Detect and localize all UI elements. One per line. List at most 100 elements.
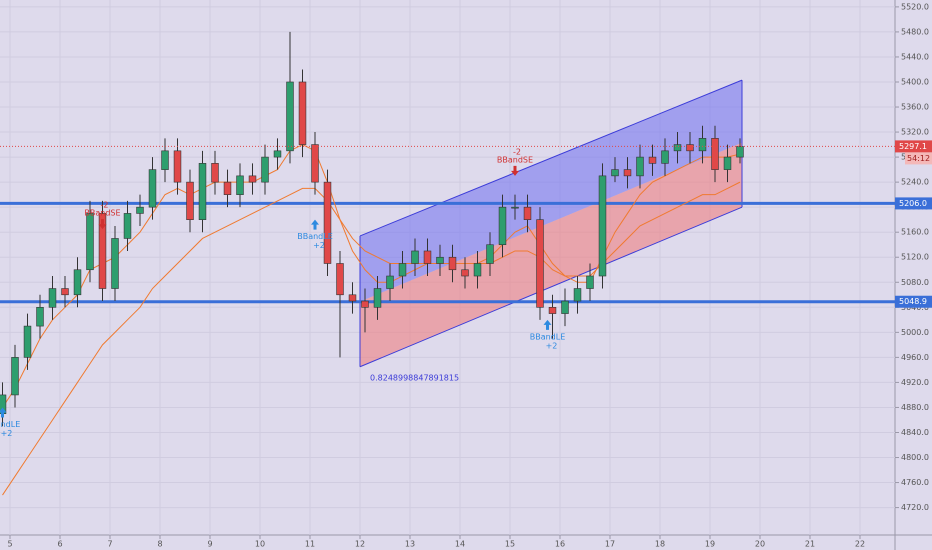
x-tick-label: 19 [705, 540, 715, 549]
y-tick-label: 5000.0 [901, 328, 929, 337]
y-tick-label: 5120.0 [901, 253, 929, 262]
candle-body [511, 206, 519, 209]
channel-upper-fill [360, 80, 742, 302]
y-tick-label: 4920.0 [901, 378, 929, 387]
y-tick-label: 5480.0 [901, 27, 929, 36]
candle-body [261, 156, 269, 183]
signal-arrow [543, 319, 552, 330]
x-tick-label: 18 [655, 540, 665, 549]
y-tick-label: 5320.0 [901, 128, 929, 137]
candle-body [611, 169, 619, 177]
candle-body [198, 163, 207, 220]
candle-body [98, 213, 107, 289]
signal-arrow [511, 165, 519, 176]
y-tick-label: 5080.0 [901, 278, 929, 287]
level-tag [895, 197, 932, 210]
candle-body [273, 150, 282, 158]
x-tick-label: 11 [305, 540, 315, 549]
candle-body [161, 150, 169, 170]
candle-body [248, 175, 257, 183]
moving-average [2, 181, 741, 496]
candle-body [423, 250, 432, 264]
x-tick-label: 15 [505, 540, 515, 549]
y-tick-label: 4880.0 [901, 403, 929, 412]
candle-body [298, 81, 307, 145]
x-tick-label: 13 [405, 540, 415, 549]
signal-label: BBandLE [297, 232, 333, 241]
moving-average [2, 144, 741, 408]
candle-body [736, 146, 744, 158]
candle-body [373, 288, 382, 308]
candle-body [561, 300, 569, 314]
x-tick-label: 7 [107, 540, 112, 549]
candle-body [398, 263, 407, 277]
last-price-tag [895, 140, 932, 153]
candle-body [48, 288, 57, 308]
signal-arrow [0, 407, 7, 418]
signal-qty: +2 [1, 429, 13, 438]
candle-body [123, 213, 132, 239]
candle-body [448, 256, 457, 271]
candle-body [348, 294, 357, 302]
candle-body [323, 181, 332, 264]
y-tick-label: 5400.0 [901, 77, 929, 86]
x-tick-label: 8 [157, 540, 162, 549]
candle-body [336, 263, 344, 296]
y-tick-label: 4960.0 [901, 353, 929, 362]
x-tick-label: 17 [605, 540, 615, 549]
candle-body [361, 300, 369, 308]
y-tick-label: 4800.0 [901, 453, 929, 462]
candle-body [86, 213, 94, 271]
y-tick-label: 5160.0 [901, 228, 929, 237]
x-tick-label: 14 [455, 540, 465, 549]
candle-body [36, 307, 44, 327]
candle-body [698, 138, 707, 152]
channel-lower-fill [360, 142, 742, 367]
candle-body [411, 250, 419, 264]
signal-qty: -2 [513, 147, 521, 156]
level-label: 5048.9 [899, 297, 927, 306]
x-tick-label: 10 [255, 540, 265, 549]
candle-body [111, 238, 119, 289]
candle-body [186, 181, 194, 220]
candle-body [723, 156, 732, 170]
signal-label: BBandSE [84, 209, 120, 218]
signal-arrow [98, 219, 107, 230]
candle-body [623, 169, 632, 177]
candle-body [648, 156, 657, 164]
countdown-tag [905, 152, 932, 165]
channel-annotation: 0.8248998847891815 [370, 374, 459, 383]
y-tick-label: 4760.0 [901, 478, 929, 487]
x-tick-label: 22 [855, 540, 865, 549]
candle-body [11, 357, 19, 396]
candle-body [61, 288, 69, 296]
candle-body [148, 169, 157, 208]
candle-body [536, 219, 544, 308]
signal-label: BBandSE [497, 155, 533, 164]
candle-body [586, 275, 594, 289]
candle-body [473, 263, 482, 277]
candle-body [436, 256, 444, 264]
x-tick-label: 16 [555, 540, 565, 549]
signal-qty: -2 [101, 201, 109, 210]
y-tick-label: 5360.0 [901, 103, 929, 112]
y-tick-label: 5440.0 [901, 52, 929, 61]
last-price-label: 5297.1 [899, 142, 927, 151]
y-tick-label: 5240.0 [901, 178, 929, 187]
candle-body [661, 150, 669, 164]
x-tick-label: 9 [207, 540, 212, 549]
candle-body [173, 150, 182, 183]
candle-body [23, 325, 32, 358]
candle-body [573, 288, 582, 302]
candle-body [498, 206, 507, 246]
candle-body [523, 206, 532, 220]
candle-body [223, 181, 232, 195]
x-tick-label: 5 [7, 540, 12, 549]
candle-body [73, 269, 82, 296]
y-tick-label: 4720.0 [901, 503, 929, 512]
signal-label: BBandLE [0, 420, 20, 429]
candle-body [286, 81, 294, 152]
candle-body [548, 307, 557, 314]
channel-lower-line [359, 206, 743, 368]
